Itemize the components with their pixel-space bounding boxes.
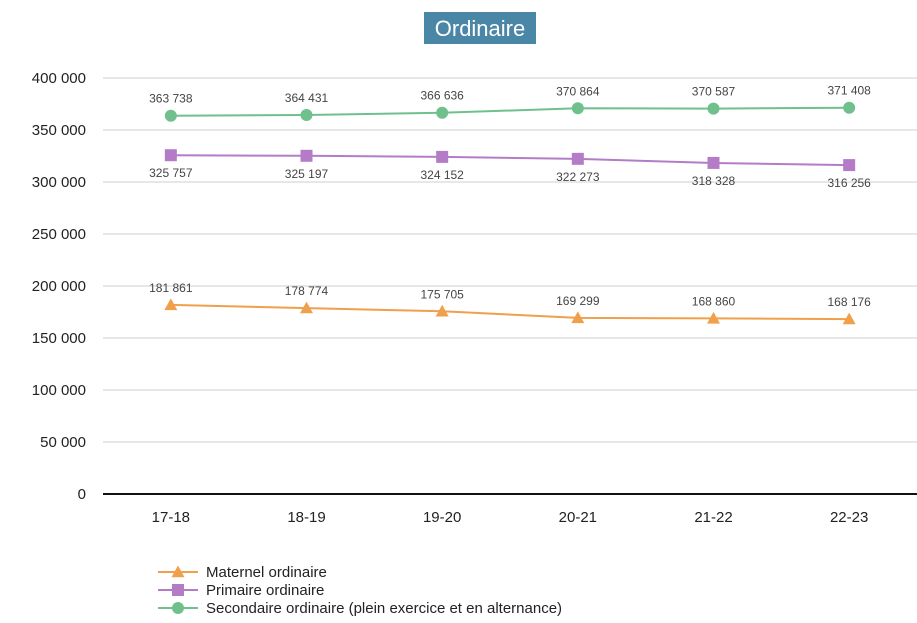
data-label: 370 864 — [556, 84, 600, 98]
data-point — [164, 298, 178, 311]
legend-label: Secondaire ordinaire (plein exercice et … — [206, 600, 562, 617]
data-label: 169 299 — [556, 294, 600, 308]
data-label: 168 176 — [827, 295, 871, 309]
series-line — [170, 154, 850, 167]
legend-marker — [171, 565, 185, 578]
series-2: 325 757 325 197 324 152 322 273 318 328 316 2… — [149, 149, 871, 190]
data-label: 325 757 — [149, 166, 193, 180]
data-label: 175 705 — [420, 287, 464, 301]
legend-item-2: Primaire ordinaire — [158, 582, 324, 599]
legend-marker — [172, 602, 184, 614]
x-tick-label: 20-21 — [559, 509, 597, 526]
x-axis-tick-labels: 17-18 18-19 19-20 20-21 21-22 22-23 — [152, 509, 869, 526]
data-point — [164, 109, 177, 122]
data-label: 178 774 — [285, 284, 329, 298]
x-tick-label: 19-20 — [423, 509, 461, 526]
y-tick-label: 250 000 — [32, 226, 86, 243]
data-point — [571, 102, 584, 115]
series-line — [170, 303, 850, 321]
data-point — [436, 106, 449, 119]
legend-marker — [172, 584, 184, 596]
data-point — [436, 150, 449, 163]
data-point — [843, 101, 856, 114]
data-point — [300, 108, 313, 121]
series-lines: 181 861 178 774 175 705 169 299 168 860 168 1… — [149, 84, 871, 325]
data-point — [300, 301, 313, 314]
chart-title: Ordinaire — [435, 16, 525, 41]
data-point — [164, 149, 177, 162]
legend-item-3: Secondaire ordinaire (plein exercice et … — [158, 600, 562, 617]
data-point — [571, 311, 585, 324]
y-tick-label: 150 000 — [32, 330, 86, 347]
data-label: 316 256 — [827, 176, 871, 190]
data-label: 322 273 — [556, 170, 600, 184]
data-label: 318 328 — [692, 174, 736, 188]
gridlines — [103, 77, 917, 443]
y-tick-label: 100 000 — [32, 382, 86, 399]
x-tick-label: 21-22 — [694, 509, 732, 526]
data-label: 364 431 — [285, 91, 329, 105]
data-point — [843, 159, 856, 172]
data-label: 324 152 — [420, 168, 464, 182]
data-point — [435, 304, 449, 317]
data-label: 370 587 — [692, 85, 736, 99]
data-point — [300, 149, 313, 162]
data-label: 325 197 — [285, 167, 329, 181]
y-tick-label: 50 000 — [40, 434, 86, 451]
data-point — [707, 156, 720, 169]
y-tick-label: 300 000 — [32, 174, 86, 191]
data-label: 371 408 — [827, 84, 871, 98]
data-point — [707, 311, 720, 324]
y-tick-label: 400 000 — [32, 70, 86, 87]
y-tick-label: 0 — [78, 486, 86, 503]
x-tick-label: 22-23 — [830, 509, 868, 526]
legend-label: Maternel ordinaire — [206, 564, 327, 581]
series-3: 363 738 364 431 366 636 370 864 370 587 371 4… — [149, 84, 871, 122]
y-tick-label: 200 000 — [32, 278, 86, 295]
y-axis-tick-labels: 0 50 000 100 000 150 000 200 000 250 000 300 0… — [32, 70, 86, 503]
data-label: 168 860 — [692, 294, 736, 308]
chart-title-group: Ordinaire — [424, 12, 536, 44]
chart-title-background — [424, 12, 536, 44]
data-label: 366 636 — [420, 89, 464, 103]
series-1: 181 861 178 774 175 705 169 299 168 860 168 1… — [149, 281, 871, 325]
data-point — [842, 312, 856, 325]
x-tick-label: 18-19 — [287, 509, 325, 526]
series-line — [170, 106, 850, 117]
legend-label: Primaire ordinaire — [206, 582, 324, 599]
y-tick-label: 350 000 — [32, 122, 86, 139]
x-tick-label: 17-18 — [152, 509, 190, 526]
data-label: 363 738 — [149, 92, 193, 106]
data-point — [571, 152, 584, 165]
legend-item-1: Maternel ordinaire — [158, 564, 327, 581]
data-label: 181 861 — [149, 281, 193, 295]
data-point — [707, 102, 720, 115]
